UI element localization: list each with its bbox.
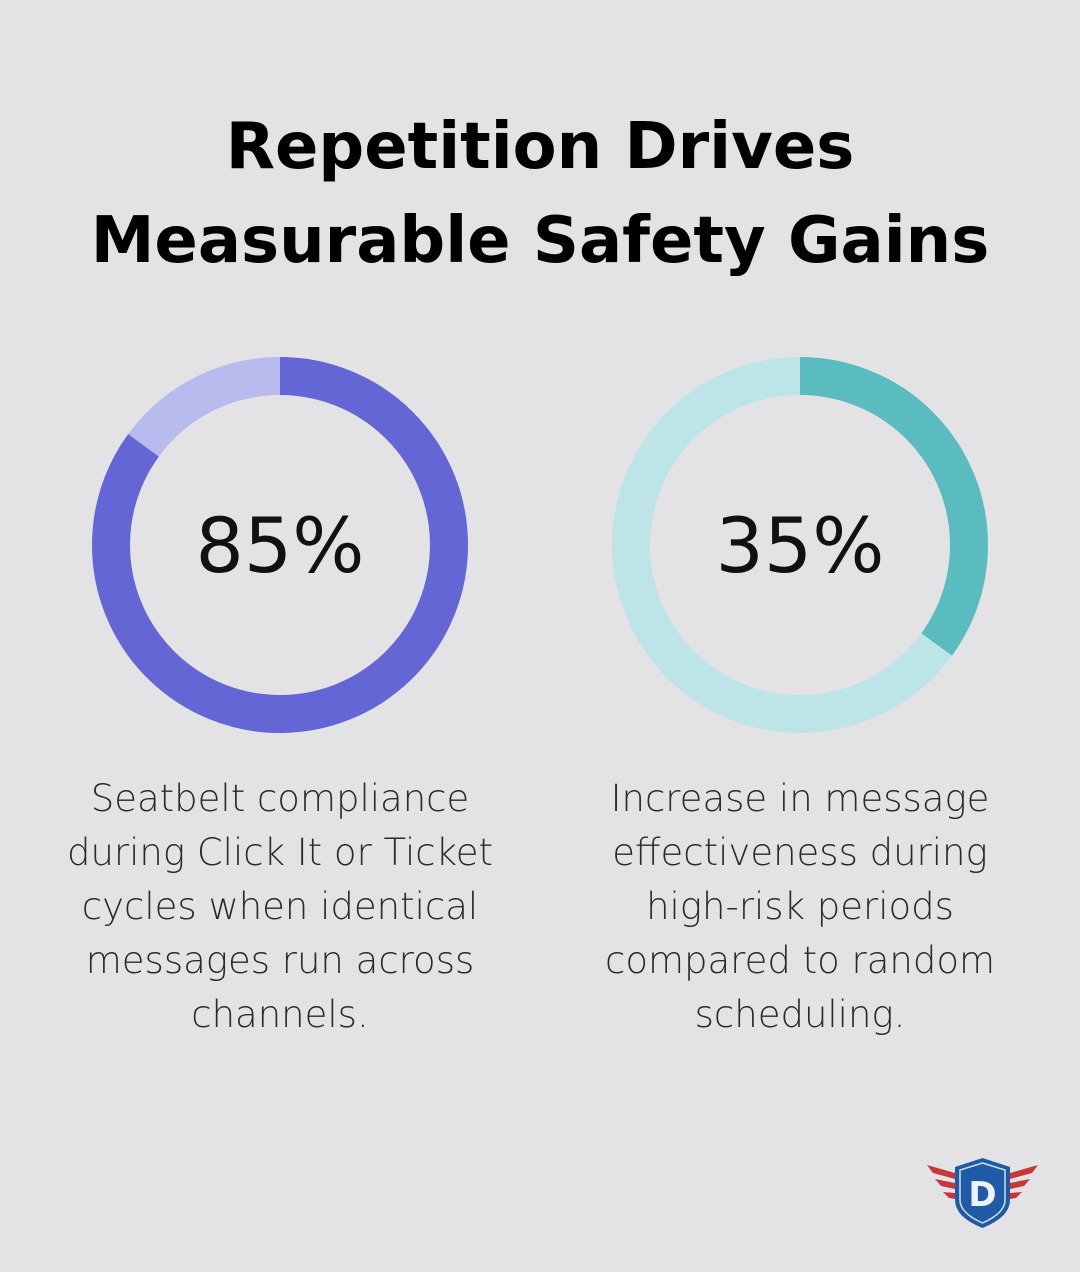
logo-letter: D: [968, 1175, 996, 1215]
donut-svg-2: [612, 357, 988, 733]
title-line-1: Repetition Drives: [225, 110, 855, 184]
donut-chart-1: 85%: [90, 355, 470, 735]
page-title: Repetition Drives Measurable Safety Gain…: [0, 100, 1080, 288]
donut-chart-2: 35%: [610, 355, 990, 735]
description-2: Increase in message effectiveness during…: [605, 777, 995, 1036]
donut-value-arc-1: [92, 357, 468, 733]
left-wing-icon: [927, 1165, 955, 1199]
donut-label-1: 85%: [195, 500, 365, 590]
donut-svg-1: [92, 357, 468, 733]
winged-shield-logo: D: [927, 1158, 1038, 1228]
donut-value-arc-2: [612, 357, 988, 733]
title-line-2: Measurable Safety Gains: [90, 204, 990, 278]
donut-label-2: 35%: [715, 500, 885, 590]
right-wing-icon: [1010, 1165, 1038, 1199]
description-1: Seatbelt compliance during Click It or T…: [66, 777, 494, 1036]
